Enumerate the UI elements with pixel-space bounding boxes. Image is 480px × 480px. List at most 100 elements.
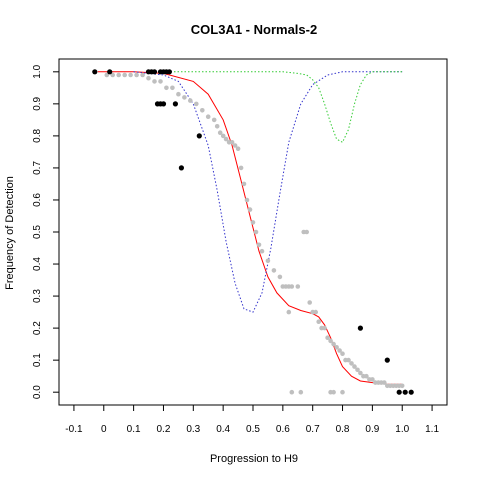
gray-data-point	[352, 364, 357, 369]
plot-frame	[58, 58, 448, 406]
x-tick-label: 0	[101, 424, 107, 435]
gray-data-point	[241, 181, 247, 187]
gray-data-point	[334, 345, 339, 350]
x-tick-label: 0.7	[306, 424, 320, 435]
y-tick-label: 0.1	[32, 353, 43, 367]
gray-data-point	[337, 348, 342, 353]
gray-data-point	[340, 351, 345, 357]
data-point	[357, 325, 363, 331]
gray-data-point	[110, 72, 115, 78]
gray-data-point	[205, 114, 211, 119]
gray-data-point	[250, 220, 256, 225]
x-tick-label: 0.4	[216, 424, 230, 435]
gray-data-point	[316, 319, 322, 325]
gray-data-point	[370, 377, 375, 382]
x-tick-label: 0.1	[127, 424, 141, 435]
y-tick-label: 0.9	[32, 96, 43, 110]
data-point	[172, 101, 178, 107]
series-curves	[97, 71, 403, 385]
gray-data-point	[128, 72, 133, 78]
data-point	[196, 133, 202, 139]
gray-data-point	[220, 133, 226, 139]
gray-data-point	[211, 117, 217, 123]
x-tick-label: 0.5	[246, 424, 260, 435]
gray-data-point	[247, 207, 253, 212]
x-tick-label: 0.3	[186, 424, 200, 435]
gray-data-point	[140, 72, 145, 78]
gray-data-point	[331, 389, 336, 395]
chart-title: COL3A1 - Normals-2	[191, 22, 317, 37]
gray-data-point	[232, 143, 238, 148]
curve-line-0	[97, 71, 403, 385]
gray-data-point	[304, 229, 310, 235]
gray-data-point	[217, 130, 223, 135]
data-point	[166, 69, 172, 75]
gray-data-point	[295, 284, 301, 289]
gray-data-point	[364, 373, 369, 379]
y-tick-label: 0.6	[32, 193, 43, 207]
curve-line-1	[133, 71, 403, 313]
gray-data-point	[298, 389, 304, 395]
gray-data-point	[289, 389, 295, 395]
data-point	[402, 389, 408, 395]
gray-data-point	[313, 309, 319, 315]
gray-data-point	[325, 335, 330, 341]
gray-data-point	[104, 72, 110, 78]
gray-data-point	[214, 124, 220, 129]
gray-data-point	[152, 79, 157, 84]
gray-data-point	[229, 140, 235, 145]
y-axis: 0.0 0.1 0.2 0.3 0.4 0.5 0.6 0.7 0.8 0.9 1.0	[32, 64, 59, 399]
curve-line-2	[163, 71, 403, 143]
gray-data-point	[223, 136, 229, 142]
y-tick-label: 0.4	[32, 257, 43, 271]
gray-data-point	[188, 98, 193, 103]
data-point	[107, 69, 113, 75]
gray-data-point	[158, 79, 163, 84]
x-tick-label: 0.9	[365, 424, 379, 435]
data-point	[396, 389, 402, 395]
data-point	[160, 101, 167, 107]
gray-data-point	[322, 325, 327, 331]
gray-data-point	[271, 268, 277, 273]
gray-data-point	[307, 300, 313, 305]
data-point	[408, 389, 414, 395]
y-tick-label: 1.0	[32, 64, 43, 78]
gray-data-point	[176, 91, 181, 97]
y-tick-label: 0.3	[32, 289, 43, 303]
gray-data-point	[134, 72, 139, 78]
gray-data-point	[235, 146, 241, 151]
gray-data-point	[349, 361, 354, 366]
gray-data-point	[340, 389, 345, 395]
gray-data-point	[182, 95, 187, 100]
gray-data-point	[244, 197, 250, 203]
gray-data-point	[355, 367, 360, 373]
gray-data-point	[265, 258, 271, 264]
gray-data-point	[238, 165, 244, 171]
gray-data-point	[146, 75, 151, 81]
series-points	[92, 69, 414, 395]
gray-data-point	[277, 274, 283, 280]
y-tick-label: 0.7	[32, 161, 43, 175]
data-point	[151, 69, 158, 75]
y-tick-label: 0.2	[32, 321, 43, 335]
data-point	[384, 357, 390, 363]
y-tick-label: 0.0	[32, 385, 43, 399]
gray-data-point	[122, 72, 127, 78]
gray-data-point	[289, 284, 295, 289]
gray-data-point	[259, 248, 265, 254]
gray-data-point	[253, 229, 259, 235]
gray-data-point	[164, 85, 169, 91]
gray-data-point	[200, 108, 205, 113]
gray-data-point	[116, 72, 121, 78]
y-tick-label: 0.5	[32, 225, 43, 239]
gray-data-point	[346, 357, 351, 363]
gray-data-point	[331, 341, 336, 347]
gray-data-point	[382, 380, 387, 385]
data-point	[178, 165, 184, 171]
gray-data-point	[256, 242, 262, 248]
x-tick-label: 0.8	[336, 424, 350, 435]
gray-data-point	[286, 309, 292, 315]
gray-data-point	[194, 101, 199, 107]
gray-data-point	[399, 383, 405, 389]
